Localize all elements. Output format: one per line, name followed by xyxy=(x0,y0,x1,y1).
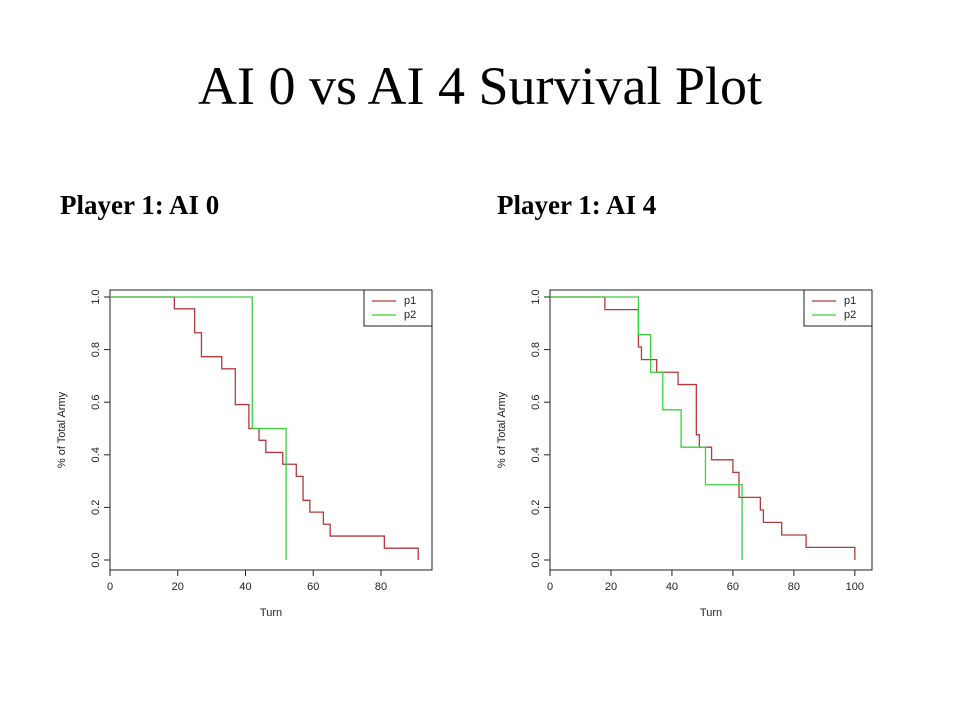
y-tick-label: 0.2 xyxy=(90,500,102,515)
x-axis-label: Turn xyxy=(700,607,722,619)
legend-box xyxy=(363,289,433,327)
x-tick-label: 80 xyxy=(788,581,800,593)
x-tick-label: 0 xyxy=(107,581,113,593)
slide-title: AI 0 vs AI 4 Survival Plot xyxy=(197,56,763,116)
y-tick-label: 0.8 xyxy=(90,342,102,357)
x-tick-label: 100 xyxy=(846,581,864,593)
y-tick-label: 0.4 xyxy=(530,447,542,462)
legend-label-p1: p1 xyxy=(404,295,416,307)
y-axis-label: % of Total Army xyxy=(496,391,508,468)
y-tick-label: 0.0 xyxy=(530,552,542,567)
panel-title-left: Player 1: AI 0 xyxy=(60,190,220,220)
y-tick-label: 0.0 xyxy=(90,552,102,567)
x-axis-label: Turn xyxy=(260,607,282,619)
x-tick-label: 60 xyxy=(307,581,319,593)
x-tick-label: 20 xyxy=(605,581,617,593)
plot-frame xyxy=(549,289,873,571)
legend-label-p2: p2 xyxy=(404,309,416,321)
y-tick-label: 0.6 xyxy=(530,395,542,410)
plot-frame xyxy=(109,289,433,571)
y-tick-label: 0.8 xyxy=(530,342,542,357)
series-line-p1 xyxy=(550,296,856,560)
survival-plot-right: 0 20 40 60 80 100 0.0 0.2 0.4 0.6 0.8 1.0 Turn % of T… xyxy=(490,280,890,645)
survival-plot-left: 0 20 40 60 80 0.0 0.2 0.4 0.6 0.8 1.0 Turn % of Tota… xyxy=(50,280,450,645)
y-tick-label: 1.0 xyxy=(530,289,542,304)
x-tick-label: 80 xyxy=(375,581,387,593)
legend-label-p2: p2 xyxy=(844,309,856,321)
y-tick-label: 0.2 xyxy=(530,500,542,515)
series-line-p2 xyxy=(110,296,287,560)
x-tick-label: 20 xyxy=(172,581,184,593)
y-tick-label: 0.6 xyxy=(90,395,102,410)
y-axis-label: % of Total Army xyxy=(56,391,68,468)
survival-chart-svg-left: 0 20 40 60 80 0.0 0.2 0.4 0.6 0.8 1.0 Turn % of Tota… xyxy=(56,289,433,619)
y-tick-label: 0.4 xyxy=(90,447,102,462)
x-tick-label: 40 xyxy=(666,581,678,593)
survival-chart-svg-right: 0 20 40 60 80 100 0.0 0.2 0.4 0.6 0.8 1.0 Turn % of T… xyxy=(496,289,873,619)
series-line-p1 xyxy=(110,296,419,560)
legend-box xyxy=(803,289,873,327)
legend-label-p1: p1 xyxy=(844,295,856,307)
x-tick-label: 40 xyxy=(239,581,251,593)
x-tick-label: 60 xyxy=(727,581,739,593)
x-tick-label: 0 xyxy=(547,581,553,593)
series-line-p2 xyxy=(550,296,743,560)
y-tick-label: 1.0 xyxy=(90,289,102,304)
panel-title-right: Player 1: AI 4 xyxy=(497,190,657,220)
